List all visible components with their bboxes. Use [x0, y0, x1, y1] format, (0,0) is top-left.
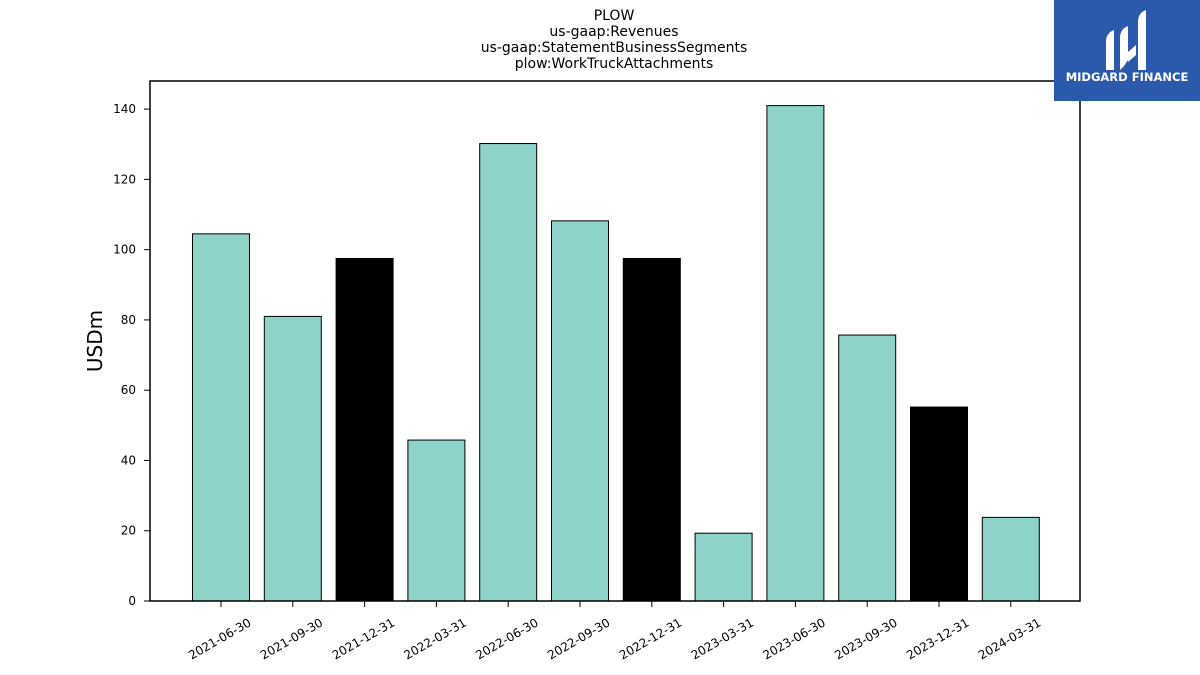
- x-tick-label: 2022-12-31: [617, 615, 684, 662]
- bar-2023-12-31: [910, 406, 968, 602]
- bar-2022-12-31: [622, 257, 681, 602]
- plot-frame: [149, 80, 1081, 602]
- y-tick-label: 80: [121, 313, 136, 327]
- x-tick-label: 2021-09-30: [258, 615, 325, 662]
- x-tick-label: 2021-12-31: [330, 615, 397, 662]
- midgard-finance-logo: MIDGARD FINANCE: [1054, 0, 1200, 101]
- bar-2022-06-30: [479, 143, 538, 602]
- y-tick-label: 100: [113, 243, 136, 257]
- x-tick-label: 2024-03-31: [976, 615, 1043, 662]
- bar-2023-09-30: [838, 334, 897, 602]
- y-tick-label: 60: [121, 383, 136, 397]
- chart-title-line: us-gaap:Revenues: [549, 24, 678, 40]
- bar-2022-09-30: [551, 220, 609, 602]
- x-tick-label: 2021-06-30: [186, 615, 253, 662]
- chart-title-line: PLOW: [594, 8, 635, 24]
- x-tick-label: 2023-06-30: [760, 615, 827, 662]
- chart-title: PLOWus-gaap:Revenuesus-gaap:StatementBus…: [481, 8, 748, 72]
- x-tick-label: 2023-03-31: [689, 615, 756, 662]
- x-axis: 2021-06-30 2021-09-30 2021-12-31 2022-03-31…: [186, 601, 1043, 662]
- x-tick-label: 2022-06-30: [473, 615, 540, 662]
- bar-2022-03-31: [407, 439, 466, 602]
- logo-text: MIDGARD FINANCE: [1066, 70, 1189, 84]
- y-tick-label: 0: [128, 594, 136, 608]
- bars-group: [192, 105, 1040, 602]
- bar-2021-09-30: [263, 315, 322, 602]
- bar-2023-06-30: [766, 105, 825, 602]
- bar-2024-03-31: [981, 516, 1040, 602]
- x-tick-label: 2022-03-31: [401, 615, 468, 662]
- x-tick-label: 2022-09-30: [545, 615, 612, 662]
- x-tick-label: 2023-12-31: [904, 615, 971, 662]
- y-tick-label: 120: [113, 172, 136, 186]
- y-tick-label: 140: [113, 102, 136, 116]
- chart-title-line: plow:WorkTruckAttachments: [515, 56, 714, 72]
- bar-2023-03-31: [694, 532, 753, 602]
- y-tick-label: 40: [121, 453, 136, 467]
- bar-2021-12-31: [335, 257, 394, 602]
- midgard-logo-icon: [1106, 10, 1146, 70]
- y-tick-label: 20: [121, 524, 136, 538]
- x-tick-label: 2023-09-30: [832, 615, 899, 662]
- chart-title-line: us-gaap:StatementBusinessSegments: [481, 40, 748, 56]
- y-axis-label: USDm: [83, 310, 107, 372]
- bar-2021-06-30: [192, 233, 250, 602]
- y-axis: 0 20 40 60 80 100 120 140: [113, 102, 150, 608]
